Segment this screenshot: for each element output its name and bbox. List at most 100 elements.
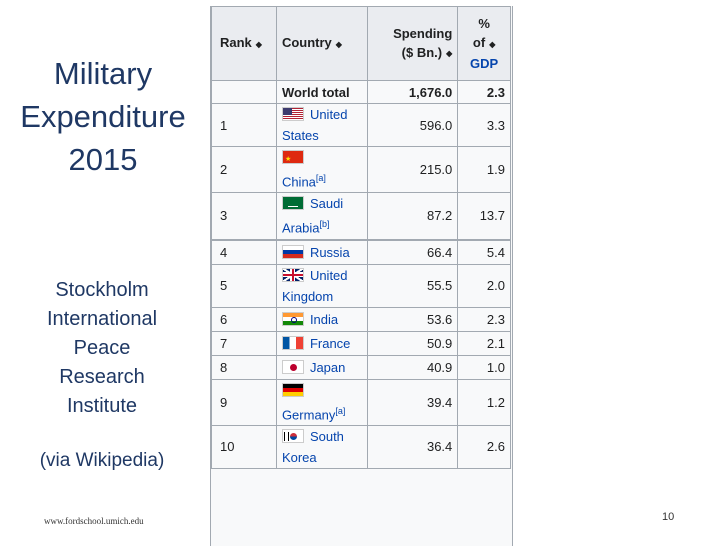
gdp-cell: 13.7: [457, 192, 511, 241]
china-flag-icon: [281, 150, 304, 164]
country-link[interactable]: Saudi Arabia: [281, 196, 344, 236]
saudi-flag-icon: [281, 196, 304, 211]
gdp-cell: 3.3: [457, 103, 511, 147]
spending-cell: 36.4: [366, 424, 459, 469]
sort-arrows-icon[interactable]: ◆: [489, 39, 496, 49]
rank-cell: 1: [211, 103, 277, 147]
via-note: (via Wikipedia): [39, 450, 165, 471]
country-link[interactable]: Germany: [281, 406, 336, 422]
source-line: International: [46, 308, 158, 330]
footnote-link[interactable]: [b]: [319, 219, 330, 230]
sort-arrows-icon[interactable]: ◆: [446, 49, 453, 59]
india-flag-icon: [281, 311, 304, 326]
spending-cell: 87.2: [366, 192, 459, 241]
footnote-link[interactable]: [a]: [335, 405, 346, 416]
title-line: 2015: [68, 142, 138, 177]
spending-cell: 66.4: [366, 238, 459, 265]
country-cell: France: [275, 330, 368, 356]
source-line: Research: [59, 366, 145, 388]
title-line: Military: [53, 56, 153, 91]
country-link[interactable]: China: [281, 174, 316, 190]
france-flag-icon: [281, 335, 304, 350]
total-gdp: 2.3: [457, 80, 511, 104]
total-spending: 1,676.0: [366, 80, 459, 104]
source-line: Stockholm: [55, 279, 149, 301]
table-row: 3 Saudi Arabia[b] 87.2 13.7: [211, 192, 511, 241]
spending-cell: 39.4: [366, 378, 459, 426]
spending-cell: 596.0: [366, 103, 459, 147]
country-link[interactable]: United States: [281, 107, 348, 143]
gdp-header[interactable]: % of ◆ GDP: [457, 6, 511, 81]
gdp-link[interactable]: GDP: [470, 55, 499, 71]
source-line: Institute: [66, 395, 138, 417]
page-number: 10: [662, 511, 675, 523]
rank-cell: 8: [211, 354, 277, 380]
world-total-row: World total 1,676.0 2.3: [211, 80, 511, 104]
rank-header[interactable]: Rank ◆: [211, 6, 277, 81]
spending-cell: 40.9: [366, 354, 459, 380]
expenditure-table-screenshot: Rank ◆ Country ◆ Spending ($ Bn.) ◆ % of ◆ G…: [210, 6, 513, 546]
country-cell: Russia: [275, 238, 368, 265]
rank-cell: 2: [211, 145, 277, 194]
gdp-cell: 2.1: [457, 330, 511, 356]
sort-arrows-icon[interactable]: ◆: [255, 39, 262, 49]
table-row: 7 France 50.9 2.1: [211, 330, 511, 356]
uk-flag-icon: [281, 267, 304, 282]
rank-cell: 6: [211, 306, 277, 332]
germany-flag-icon: [281, 382, 304, 397]
country-cell: Germany[a]: [275, 378, 368, 426]
country-link[interactable]: Russia: [309, 244, 350, 260]
gdp-cell: 1.2: [457, 378, 511, 426]
rank-cell: 10: [211, 424, 277, 469]
country-cell: India: [275, 306, 368, 332]
table-row: 1 United States 596.0 3.3: [211, 103, 511, 147]
country-link[interactable]: United Kingdom: [281, 267, 348, 304]
country-link[interactable]: Japan: [309, 359, 346, 375]
table-row: 10 South Korea 36.4 2.6: [211, 424, 511, 469]
rank-cell: 5: [211, 263, 277, 308]
table-row: 4 Russia 66.4 5.4: [211, 238, 511, 265]
footer-url: www.fordschool.umich.edu: [44, 516, 144, 526]
russia-flag-icon: [281, 244, 304, 259]
gdp-cell: 2.0: [457, 263, 511, 308]
country-cell: Saudi Arabia[b]: [275, 192, 368, 241]
source-attribution: Stockholm International Peace Research I…: [18, 276, 186, 421]
table-row: 9 Germany[a] 39.4 1.2: [211, 378, 511, 426]
country-cell: United States: [275, 103, 368, 147]
footnote-link[interactable]: [a]: [315, 173, 326, 183]
gdp-cell: 1.0: [457, 354, 511, 380]
rank-cell: 4: [211, 238, 277, 265]
south-korea-flag-icon: [281, 428, 304, 443]
country-cell: United Kingdom: [275, 263, 368, 308]
spending-cell: 55.5: [366, 263, 459, 308]
country-cell: Japan: [275, 354, 368, 380]
table-row: 2 China[a] 215.0 1.9: [211, 145, 511, 194]
gdp-cell: 1.9: [457, 145, 511, 194]
table-row: 6 India 53.6 2.3: [211, 306, 511, 332]
gdp-cell: 5.4: [457, 238, 511, 265]
country-link[interactable]: South Korea: [281, 428, 344, 465]
table-row: 8 Japan 40.9 1.0: [211, 354, 511, 380]
rank-cell: 3: [211, 192, 277, 241]
sort-arrows-icon[interactable]: ◆: [335, 39, 342, 49]
spending-header[interactable]: Spending ($ Bn.) ◆: [366, 6, 459, 81]
slide-title: Military Expenditure 2015: [8, 52, 198, 181]
spending-cell: 215.0: [366, 145, 459, 194]
total-label: World total: [275, 80, 368, 104]
country-link[interactable]: France: [309, 335, 351, 351]
source-line: Peace: [73, 337, 131, 359]
country-header[interactable]: Country ◆: [275, 6, 368, 81]
us-flag-icon: [281, 107, 304, 121]
rank-cell: 7: [211, 330, 277, 356]
spending-cell: 53.6: [366, 306, 459, 332]
expenditure-table: Rank ◆ Country ◆ Spending ($ Bn.) ◆ % of ◆ G…: [211, 6, 511, 469]
rank-cell: 9: [211, 378, 277, 426]
table-header-row: Rank ◆ Country ◆ Spending ($ Bn.) ◆ % of ◆ G…: [211, 6, 511, 81]
country-cell: China[a]: [275, 145, 368, 194]
gdp-cell: 2.6: [457, 424, 511, 469]
japan-flag-icon: [281, 359, 304, 374]
table-row: 5 United Kingdom 55.5 2.0: [211, 263, 511, 308]
title-line: Expenditure: [20, 99, 186, 134]
gdp-cell: 2.3: [457, 306, 511, 332]
country-link[interactable]: India: [309, 311, 339, 327]
